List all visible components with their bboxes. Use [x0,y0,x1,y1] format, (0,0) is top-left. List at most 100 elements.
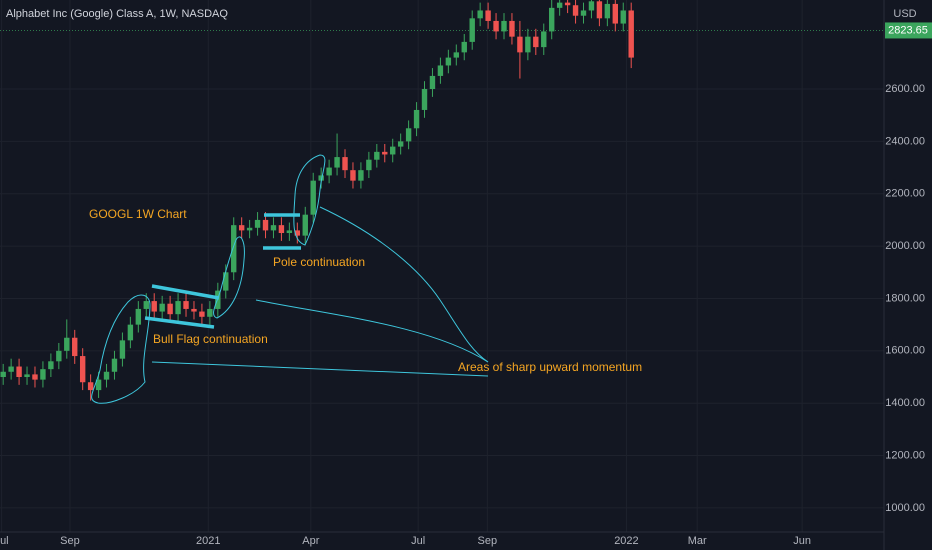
candle-body [111,358,118,372]
candle-body [151,301,157,312]
x-tick-label: Jul [0,535,9,547]
candle-body [485,10,491,21]
candle-body [477,10,483,19]
candle-body [278,225,285,234]
candle-body [135,308,142,325]
x-tick-label: Jul [411,535,425,547]
candle-body [302,214,308,236]
candle-body [358,170,364,181]
y-tick-label: 2200.00 [885,188,925,200]
annotation: Bull Flag continuation [153,332,268,346]
candle-body [8,366,14,372]
last-price-box [885,22,932,39]
candle-body [413,109,420,129]
candle-body [64,337,70,351]
candle-body [382,151,388,155]
y-tick-label: 2600.00 [885,83,925,95]
candle-body [40,369,46,380]
grid [0,0,884,532]
flag-line [151,284,220,300]
candle-body [628,10,634,58]
pointer-line [255,299,489,363]
candle-body [620,10,626,24]
candle-body [374,151,380,160]
candle-body [525,36,531,53]
candle-body [270,225,277,231]
candle-body [199,311,205,317]
candle-body [572,5,579,16]
highlight-loop [213,236,245,319]
x-tick-label: Apr [302,535,319,547]
candle-body [493,20,499,32]
candle-body [103,371,110,380]
candle-body [604,3,611,19]
candle-body [437,65,444,76]
candle-body [191,308,197,312]
candle-body [421,89,428,110]
candle-body [231,225,237,273]
pointer-line [151,361,489,377]
drawings [91,154,489,404]
candle-body [32,374,38,380]
candle-body [501,20,507,32]
candle-body [72,337,78,357]
highlight-loop [293,154,326,246]
candle-body [612,3,619,24]
candle-body [16,366,22,378]
candle-body [350,170,356,181]
candle-body [366,159,372,171]
x-tick-label: 2022 [614,535,638,547]
candle-body [207,308,213,317]
candle-body [143,301,149,309]
axis: 1000.00 1200.00 1400.00 1600.00 1800.00 2000.… [0,22,932,547]
x-tick-label: 2021 [196,535,220,547]
candle-body [533,36,539,48]
candle-body [429,75,436,90]
y-tick-label: 1000.00 [885,502,925,514]
candle-body [342,157,348,171]
candle-body [580,10,587,16]
candle-body [405,128,412,142]
x-tick-label: Jun [793,535,811,547]
candle-body [326,167,332,176]
candle-body [262,219,269,231]
y-tick-label: 1200.00 [885,449,925,461]
candle-body [556,2,563,8]
y-tick-label: 1600.00 [885,345,925,357]
currency: USD [893,8,916,20]
candle-body [318,175,324,181]
flag-line [144,316,215,329]
candle-body [48,361,54,370]
candle-body [119,340,126,359]
x-tick-label: Sep [478,535,498,547]
candle-body [390,146,396,155]
candle-body [246,227,253,231]
candle-body [564,2,571,6]
candle-body [453,52,460,58]
candle-body [87,382,94,391]
candle-body [286,230,293,234]
candle-body [588,1,595,11]
candle-body [310,180,316,215]
chart-title: Alphabet Inc (Google) Class A, 1W, NASDA… [6,8,228,20]
y-tick-label: 2400.00 [885,135,925,147]
candle-body [183,301,189,309]
candle-body [445,57,452,66]
y-tick-label: 1400.00 [885,397,925,409]
candle-body [517,36,523,53]
candles [0,0,634,401]
candle-body [0,371,6,378]
candle-body [79,356,86,383]
candle-body [238,225,245,231]
candle-body [24,374,30,378]
candle-body [95,379,102,391]
candle-body [254,219,261,228]
candle-body [159,303,165,312]
annotation: GOOGL 1W Chart [89,207,187,221]
candle-body [397,141,404,147]
annotation: Pole continuation [273,255,365,269]
y-tick-label: 1800.00 [885,292,925,304]
